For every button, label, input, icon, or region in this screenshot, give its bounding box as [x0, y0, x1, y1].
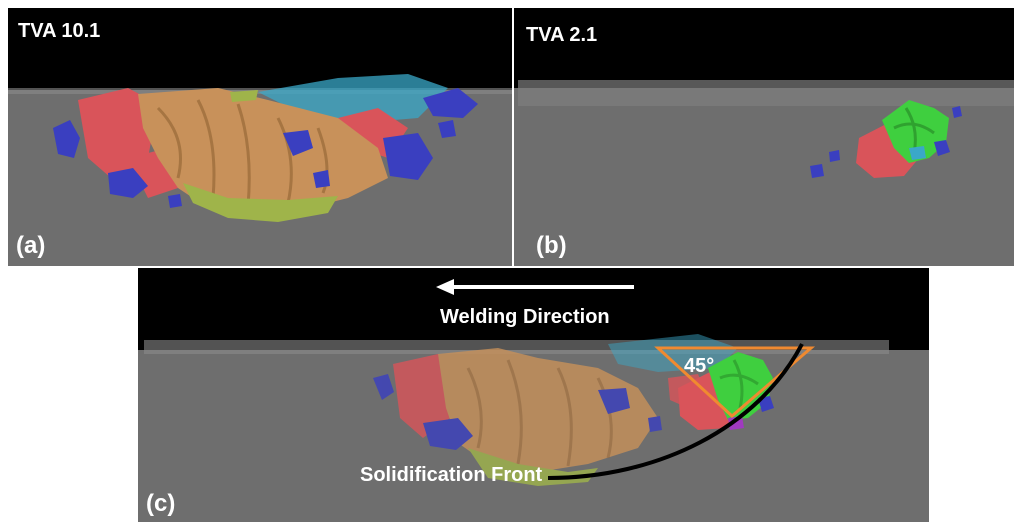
- panel-b-tag: (b): [536, 232, 567, 259]
- solidification-front-curve: [547, 343, 804, 480]
- panel-a-tva-10-1: TVA 10.1 (a): [8, 8, 512, 266]
- panel-c-solidification: Welding Direction 45° Solidification Fro…: [138, 268, 929, 522]
- panel-b-image: [514, 8, 1014, 266]
- angle-triangle: [654, 346, 816, 419]
- welding-direction-arrow-head: [436, 279, 454, 295]
- solidification-front-label: Solidification Front: [360, 464, 543, 486]
- panel-a-title: TVA 10.1: [18, 20, 101, 42]
- panel-a-tag: (a): [16, 232, 46, 259]
- welding-direction-label: Welding Direction: [440, 306, 610, 328]
- angle-label: 45°: [684, 355, 715, 377]
- panel-b-title: TVA 2.1: [526, 24, 598, 46]
- panel-b-tva-2-1: TVA 2.1 (b): [514, 8, 1014, 266]
- panel-c-tag: (c): [146, 490, 176, 517]
- panel-a-image: [8, 8, 512, 266]
- panel-c-image: [138, 268, 929, 522]
